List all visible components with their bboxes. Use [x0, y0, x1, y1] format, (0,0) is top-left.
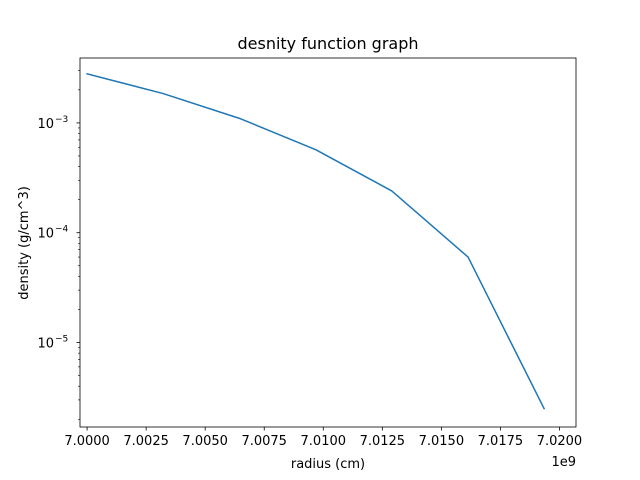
y-tick-exponent-2: −5: [55, 335, 68, 345]
x-axis-label: radius (cm): [291, 457, 365, 472]
x-tick-label-4: 7.0100: [301, 434, 347, 449]
y-tick-label-1: 10: [37, 227, 54, 242]
axes-frame: [79, 57, 577, 428]
x-tick-label-8: 7.0200: [537, 434, 583, 449]
chart-title: desnity function graph: [237, 34, 418, 53]
series-line-0: [86, 72, 546, 410]
y-tick-exponent-0: −3: [55, 115, 68, 125]
x-tick-label-2: 7.0050: [182, 434, 228, 449]
x-axis-offset-label: 1e9: [551, 455, 576, 470]
x-tick-label-1: 7.0025: [123, 434, 169, 449]
y-tick-label-0: 10: [37, 117, 54, 132]
y-axis-label: density (g/cm^3): [17, 186, 32, 300]
x-tick-label-5: 7.0125: [360, 434, 406, 449]
x-tick-label-6: 7.0150: [419, 434, 465, 449]
x-tick-label-0: 7.0000: [64, 434, 110, 449]
plot-area: 7.0000 7.0025 7.0050 7.0075 7.0100 7.0125 7.01…: [37, 57, 583, 449]
y-tick-label-2: 10: [37, 337, 54, 352]
y-tick-exponent-1: −4: [55, 225, 69, 235]
x-tick-label-7: 7.0175: [478, 434, 524, 449]
x-tick-label-3: 7.0075: [241, 434, 287, 449]
